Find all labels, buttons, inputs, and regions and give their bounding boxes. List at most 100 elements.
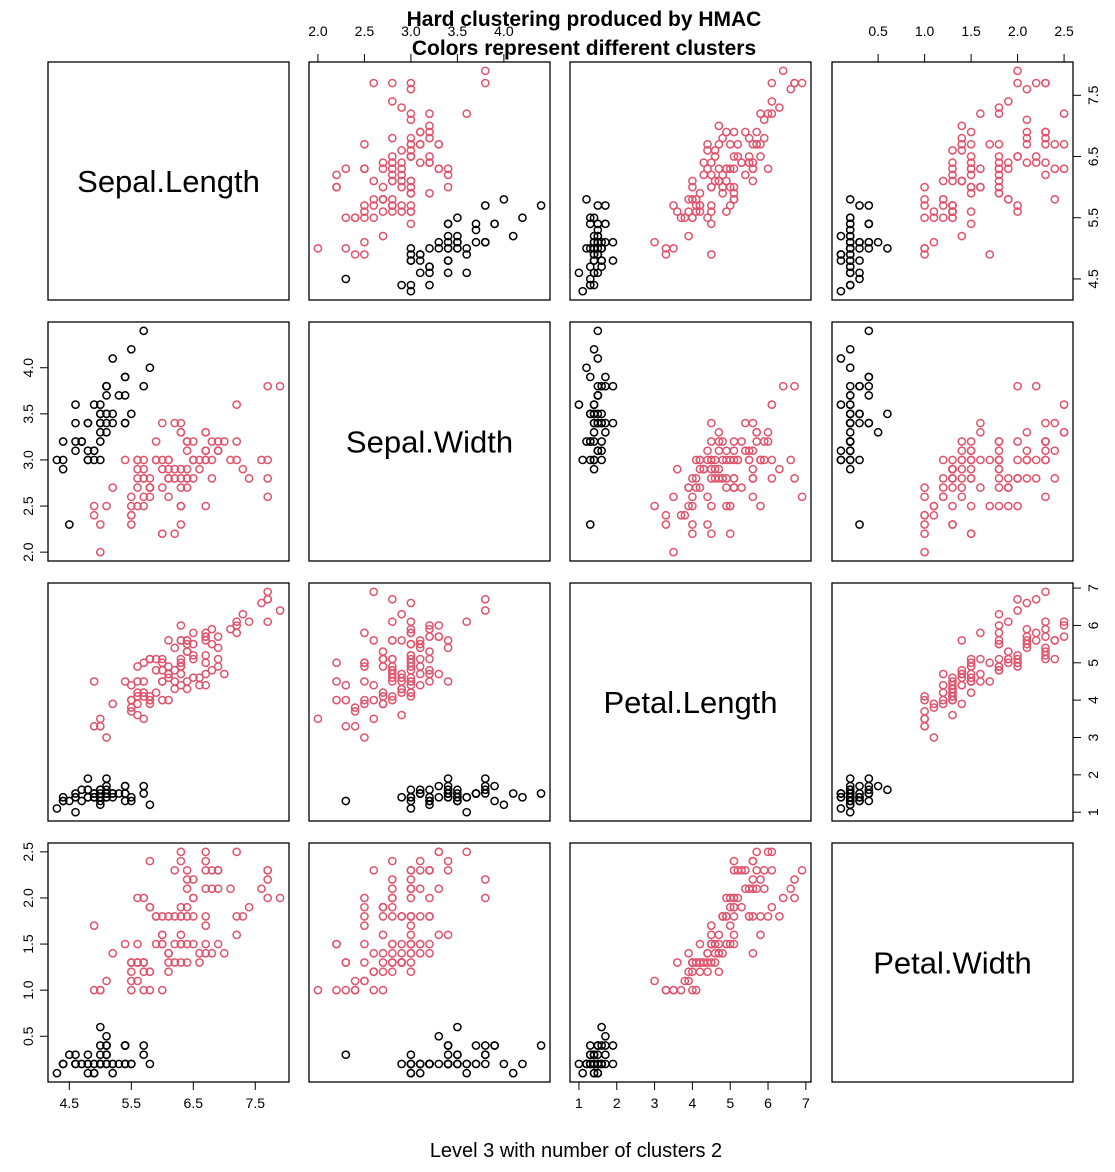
- data-point-cluster-1: [415, 1068, 425, 1078]
- data-point-cluster-2: [748, 464, 758, 474]
- data-point-cluster-2: [164, 967, 173, 977]
- data-point-cluster-2: [182, 865, 192, 875]
- data-point-cluster-2: [350, 706, 360, 716]
- data-point-cluster-2: [480, 78, 490, 88]
- data-point-cluster-1: [589, 268, 599, 278]
- data-point-cluster-2: [729, 437, 739, 446]
- data-point-cluster-2: [207, 865, 217, 875]
- data-point-cluster-2: [1059, 621, 1069, 630]
- data-point-cluster-2: [1041, 632, 1050, 641]
- data-point-cluster-2: [703, 146, 712, 155]
- data-point-cluster-2: [966, 529, 976, 539]
- data-point-cluster-2: [263, 865, 273, 875]
- data-point-cluster-2: [688, 520, 697, 529]
- data-point-cluster-1: [406, 286, 416, 296]
- data-point-cluster-1: [462, 792, 472, 802]
- data-point-cluster-2: [201, 847, 211, 857]
- data-point-cluster-2: [341, 695, 351, 705]
- data-point-cluster-2: [443, 170, 453, 180]
- data-point-cluster-2: [369, 587, 379, 597]
- data-point-cluster-1: [102, 391, 111, 400]
- data-point-cluster-2: [994, 170, 1004, 180]
- data-point-cluster-2: [957, 483, 967, 492]
- data-point-cluster-2: [714, 446, 724, 456]
- data-point-cluster-2: [938, 176, 948, 186]
- data-point-cluster-1: [589, 427, 599, 437]
- data-point-cluster-2: [425, 865, 434, 875]
- data-point-cluster-1: [845, 464, 855, 474]
- data-point-cluster-2: [684, 195, 693, 204]
- data-point-cluster-1: [95, 1059, 105, 1069]
- data-point-cluster-2: [994, 665, 1004, 675]
- data-point-cluster-2: [145, 483, 155, 492]
- data-point-cluster-2: [397, 684, 406, 694]
- data-point-cluster-2: [434, 847, 444, 857]
- data-point-cluster-2: [994, 139, 1004, 149]
- data-point-cluster-2: [691, 201, 701, 210]
- data-point-cluster-2: [406, 948, 416, 958]
- data-point-cluster-1: [83, 774, 93, 783]
- data-point-cluster-2: [938, 699, 948, 709]
- data-point-cluster-2: [263, 617, 273, 627]
- data-point-cluster-1: [108, 409, 118, 419]
- data-point-cluster-2: [443, 643, 453, 653]
- data-point-cluster-2: [695, 464, 705, 474]
- data-point-cluster-2: [360, 921, 369, 930]
- data-point-cluster-2: [406, 598, 416, 608]
- data-point-cluster-1: [139, 1050, 149, 1060]
- data-point-cluster-2: [706, 501, 716, 511]
- data-point-cluster-1: [582, 195, 591, 204]
- data-point-cluster-2: [1050, 164, 1060, 174]
- data-point-cluster-2: [133, 976, 142, 986]
- data-point-cluster-1: [589, 344, 599, 354]
- data-point-cluster-2: [706, 219, 716, 229]
- data-point-cluster-2: [201, 501, 211, 511]
- data-point-cluster-2: [139, 985, 149, 995]
- data-point-cluster-1: [864, 201, 874, 210]
- data-point-cluster-2: [201, 669, 211, 679]
- data-point-cluster-2: [1059, 139, 1069, 149]
- data-point-cluster-1: [845, 256, 855, 265]
- data-point-cluster-1: [845, 391, 855, 400]
- data-point-cluster-2: [729, 856, 739, 866]
- data-point-cluster-2: [938, 483, 948, 492]
- data-point-cluster-1: [83, 446, 93, 456]
- data-point-cluster-2: [406, 650, 416, 660]
- data-point-cluster-2: [350, 721, 360, 731]
- data-point-cluster-1: [453, 1022, 462, 1032]
- data-point-cluster-2: [650, 237, 659, 247]
- data-point-cluster-2: [752, 427, 762, 437]
- data-point-cluster-2: [226, 884, 235, 894]
- data-point-cluster-2: [756, 109, 765, 119]
- data-point-cluster-2: [948, 146, 957, 155]
- data-point-cluster-2: [948, 710, 957, 720]
- data-point-cluster-2: [425, 632, 434, 641]
- data-point-cluster-1: [578, 1068, 588, 1078]
- data-point-cluster-2: [213, 643, 223, 653]
- data-point-cluster-2: [397, 912, 406, 921]
- data-point-cluster-1: [139, 326, 149, 336]
- data-point-cluster-1: [873, 237, 883, 247]
- data-point-cluster-2: [257, 598, 266, 608]
- data-point-cluster-2: [360, 250, 369, 259]
- data-point-cluster-2: [1041, 127, 1050, 137]
- data-point-cluster-2: [985, 501, 995, 511]
- data-point-cluster-1: [578, 455, 588, 465]
- panel-frame: [831, 321, 1074, 562]
- data-point-cluster-2: [752, 139, 762, 149]
- data-point-cluster-2: [176, 418, 186, 428]
- data-point-cluster-2: [415, 662, 425, 671]
- data-point-cluster-1: [589, 1050, 599, 1060]
- data-point-cluster-1: [536, 1041, 546, 1050]
- data-point-cluster-2: [797, 865, 807, 875]
- data-point-cluster-2: [176, 636, 186, 645]
- data-point-cluster-2: [406, 688, 416, 698]
- data-point-cluster-1: [58, 796, 68, 806]
- data-point-cluster-2: [929, 501, 939, 511]
- data-point-cluster-2: [397, 673, 406, 683]
- data-point-cluster-1: [102, 774, 111, 783]
- data-point-cluster-2: [966, 446, 976, 456]
- data-point-cluster-2: [725, 921, 735, 930]
- data-point-cluster-2: [397, 158, 406, 167]
- data-point-cluster-2: [920, 692, 929, 701]
